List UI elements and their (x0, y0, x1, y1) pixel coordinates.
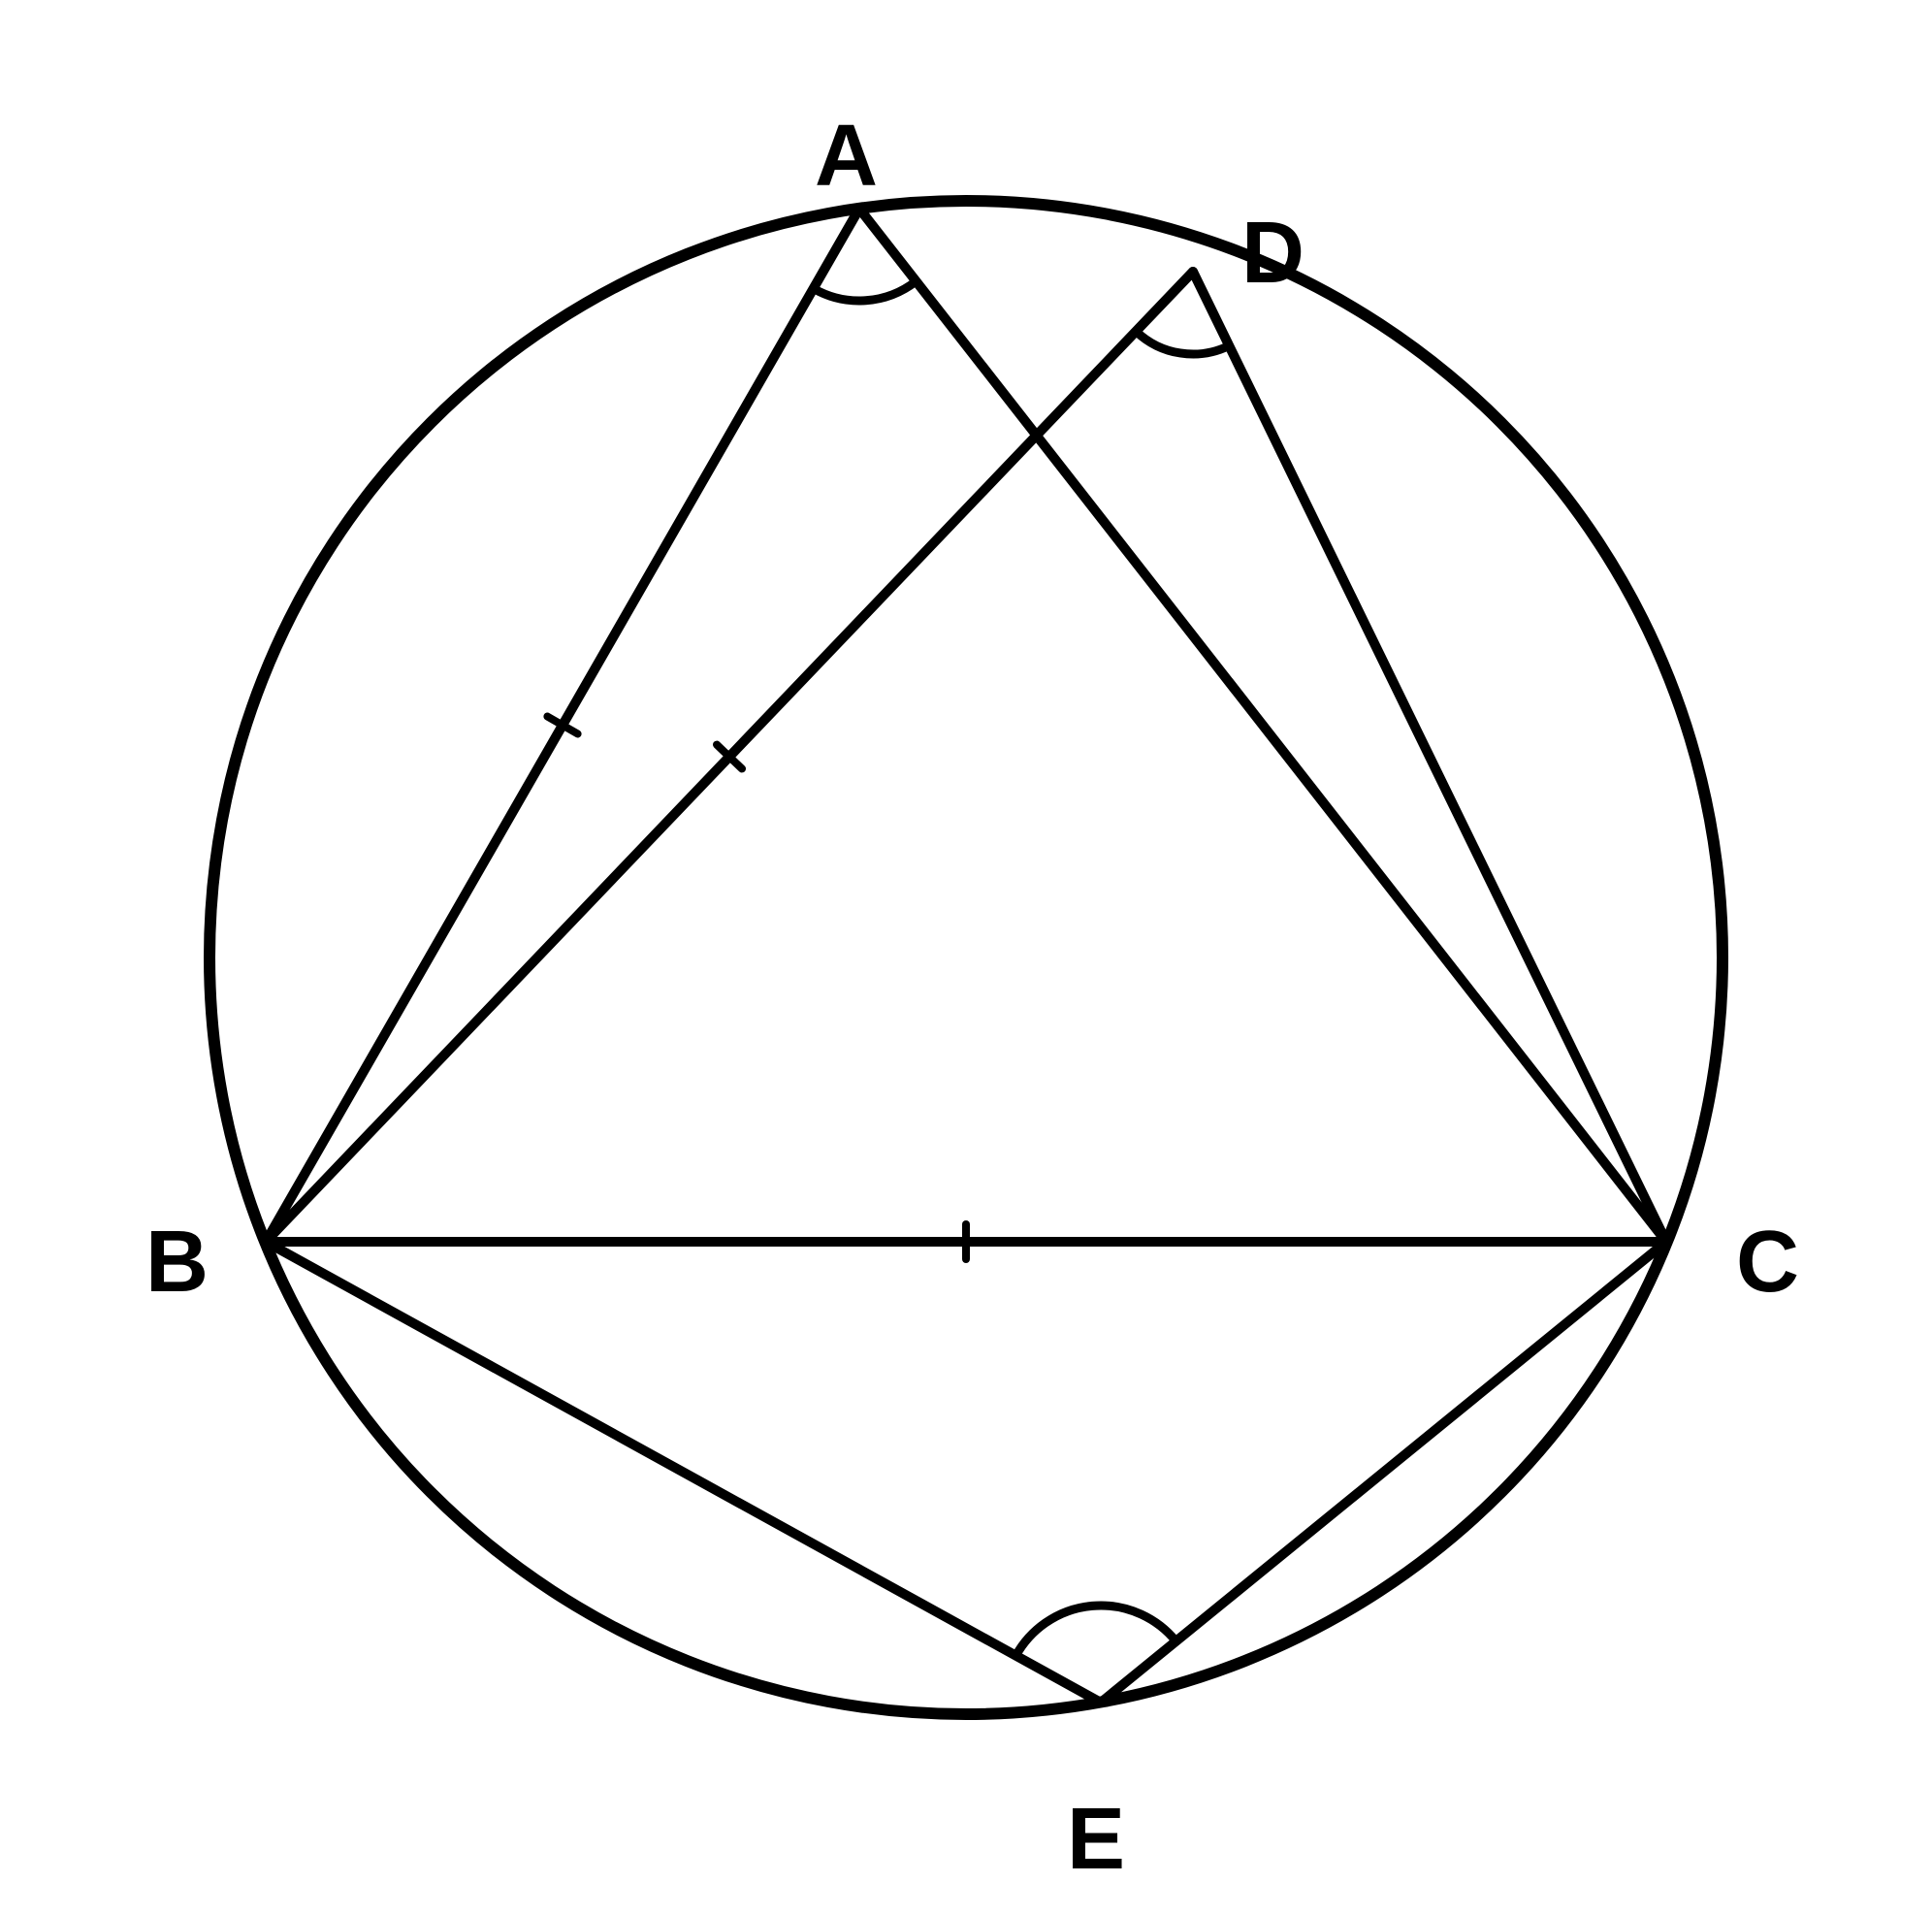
angle-arc-D (1136, 331, 1229, 354)
point-label-B: B (145, 1213, 209, 1313)
chord-EC (1101, 1242, 1666, 1703)
circumscribed-circle (209, 201, 1723, 1714)
point-label-E: E (1067, 1790, 1125, 1890)
chord-AC (859, 209, 1666, 1242)
point-label-C: C (1736, 1213, 1799, 1313)
chord-BE (266, 1242, 1101, 1703)
angle-arc-A (814, 281, 917, 301)
chord-DC (1193, 272, 1666, 1242)
point-label-A: A (815, 107, 878, 207)
diagram-svg (0, 0, 1932, 1915)
angle-arc-E (1015, 1606, 1175, 1656)
point-label-D: D (1241, 204, 1304, 304)
geometry-diagram: A B C D E (0, 0, 1932, 1915)
